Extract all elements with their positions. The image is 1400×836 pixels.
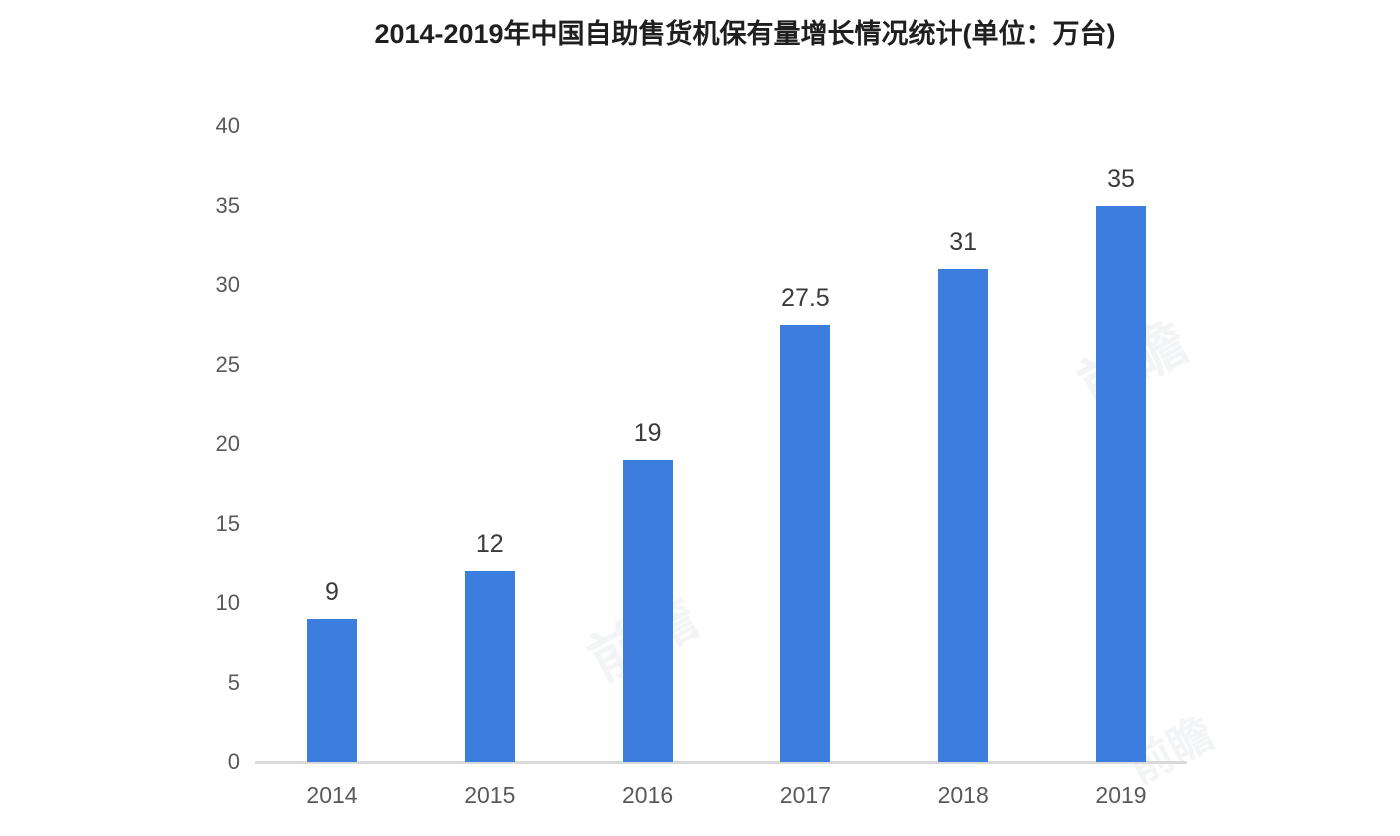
x-axis-label: 2019 [1095, 782, 1147, 808]
bar-value-label: 35 [1107, 164, 1135, 193]
y-tick-label: 0 [227, 749, 240, 774]
y-tick-label: 35 [215, 192, 240, 218]
x-axis-label: 2014 [306, 782, 358, 808]
bar-2015 [464, 571, 515, 762]
x-axis-line [255, 761, 1187, 764]
y-tick-label: 20 [215, 431, 240, 456]
bar-2014 [307, 618, 357, 762]
bar-value-label: 9 [325, 577, 339, 606]
bar-value-label: 12 [475, 530, 504, 559]
bar-value-label: 19 [633, 418, 662, 447]
x-axis-label: 2017 [779, 782, 831, 808]
y-tick-label: 25 [215, 351, 240, 377]
y-tick-label: 5 [227, 669, 240, 695]
x-axis-label: 2018 [937, 782, 989, 808]
y-tick-label: 15 [215, 510, 240, 536]
bar-2019 [1096, 205, 1146, 762]
bar-2017 [780, 324, 831, 762]
bar-value-label: 27.5 [781, 283, 830, 312]
y-tick-label: 10 [215, 590, 240, 615]
bar-2016 [622, 459, 673, 762]
x-axis-label: 2015 [464, 782, 516, 808]
x-axis-label: 2016 [622, 782, 674, 808]
y-tick-label: 40 [215, 113, 240, 138]
bar-value-label: 31 [949, 228, 978, 257]
y-tick-label: 30 [215, 272, 240, 297]
bar-2018 [938, 269, 989, 762]
chart-title: 2014-2019年中国自助售货机保有量增长情况统计(单位：万台) [374, 19, 1116, 49]
